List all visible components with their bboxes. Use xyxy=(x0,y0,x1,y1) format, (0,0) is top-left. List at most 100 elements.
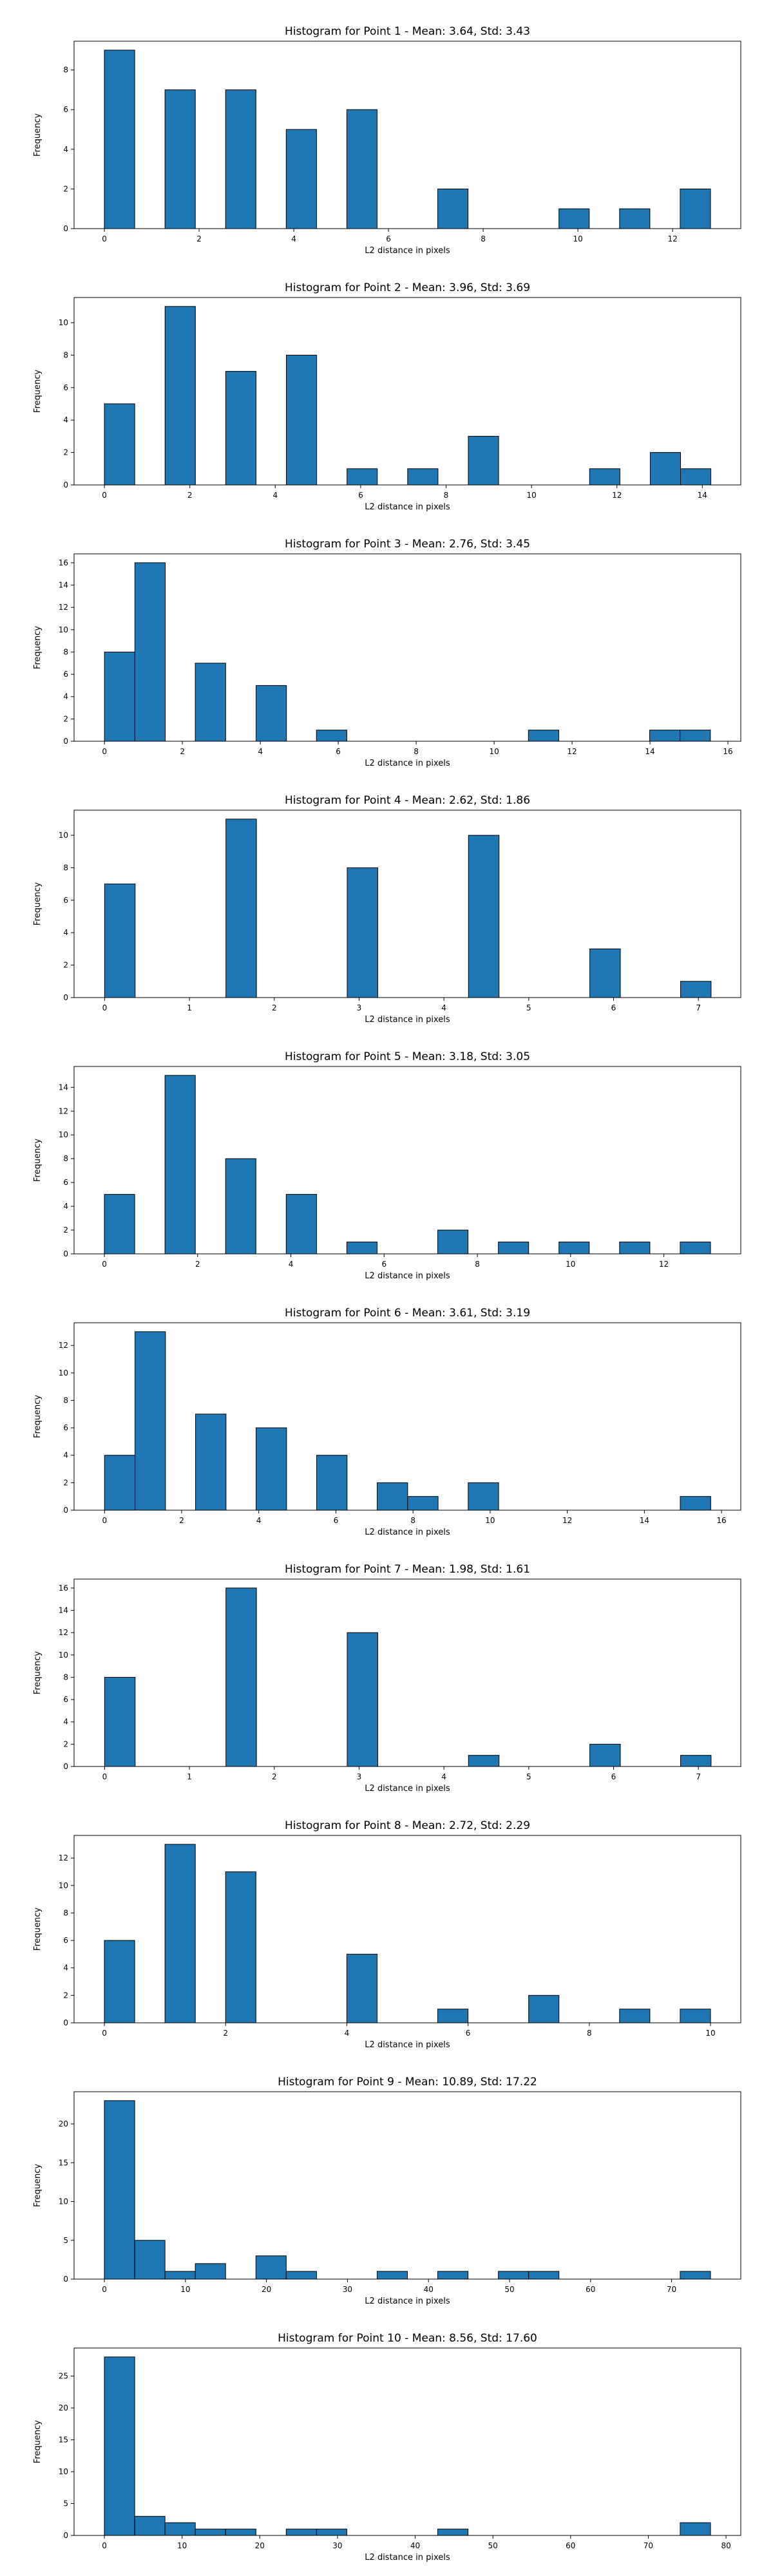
y-tick-label: 6 xyxy=(63,670,68,679)
x-tick-label: 5 xyxy=(526,1772,531,1781)
histogram-bar xyxy=(437,2009,469,2023)
x-tick-label: 20 xyxy=(262,2285,271,2294)
histogram-bar xyxy=(285,2271,317,2280)
x-axis-label: L2 distance in pixels xyxy=(365,2040,450,2050)
x-tick-label: 10 xyxy=(177,2541,187,2550)
histogram-bar xyxy=(347,867,378,998)
histogram-bar xyxy=(104,1455,136,1511)
x-tick-label: 2 xyxy=(272,1003,277,1012)
histogram-panel: Histogram for Point 9 - Mean: 10.89, Std… xyxy=(33,2076,741,2306)
x-tick-label: 6 xyxy=(611,1003,616,1012)
y-tick-label: 0 xyxy=(63,480,68,489)
x-tick-label: 2 xyxy=(187,491,193,500)
x-tick-label: 0 xyxy=(102,2029,107,2038)
y-tick-label: 4 xyxy=(63,928,68,937)
x-tick-label: 80 xyxy=(721,2541,730,2550)
y-tick-label: 10 xyxy=(59,1651,68,1660)
histogram-bar xyxy=(680,2522,711,2536)
histogram-bar xyxy=(285,1194,317,1255)
plot-frame xyxy=(73,297,741,486)
histogram-bar xyxy=(680,2271,711,2280)
x-tick-label: 0 xyxy=(102,1003,108,1012)
y-tick-label: 2 xyxy=(63,448,68,457)
x-tick-label: 6 xyxy=(466,2029,471,2038)
histogram-bar xyxy=(558,208,590,229)
y-tick-label: 15 xyxy=(59,2158,68,2167)
histogram-bar xyxy=(680,1242,711,1255)
histogram-bar xyxy=(195,663,226,742)
histogram-panel: Histogram for Point 1 - Mean: 3.64, Std:… xyxy=(33,25,741,256)
x-tick-label: 30 xyxy=(332,2541,342,2550)
y-tick-label: 0 xyxy=(63,2018,68,2027)
y-tick-label: 2 xyxy=(63,1991,68,2000)
histogram-bar xyxy=(407,468,439,486)
plot-frame xyxy=(73,1322,741,1511)
histogram-bar xyxy=(225,2528,256,2536)
histogram-bar xyxy=(255,2255,287,2280)
x-tick-label: 60 xyxy=(566,2541,575,2550)
x-tick-label: 4 xyxy=(441,1003,446,1012)
x-tick-label: 8 xyxy=(475,1260,480,1269)
y-tick-label: 0 xyxy=(63,2275,68,2284)
histogram-bar xyxy=(104,2356,135,2536)
x-tick-label: 10 xyxy=(566,1260,575,1269)
y-tick-label: 4 xyxy=(63,415,68,424)
histogram-bar xyxy=(437,188,469,229)
y-tick-label: 0 xyxy=(63,1762,68,1771)
chart-title: Histogram for Point 6 - Mean: 3.61, Std:… xyxy=(285,1307,530,1320)
y-axis-label: Frequency xyxy=(33,1908,43,1951)
y-tick-label: 4 xyxy=(63,1202,68,1211)
x-tick-label: 1 xyxy=(187,1772,192,1781)
y-tick-label: 0 xyxy=(63,2531,68,2540)
histogram-bar xyxy=(346,1242,377,1255)
histogram-bar xyxy=(316,730,347,742)
plot-frame xyxy=(73,1578,741,1767)
histogram-bar xyxy=(649,452,682,486)
x-tick-label: 2 xyxy=(195,1260,200,1269)
y-tick-label: 0 xyxy=(63,1249,68,1258)
x-tick-label: 14 xyxy=(640,1516,649,1525)
x-tick-label: 4 xyxy=(258,747,263,756)
histogram-bar xyxy=(589,468,620,486)
x-tick-label: 2 xyxy=(179,1516,184,1525)
y-tick-label: 6 xyxy=(63,896,68,905)
x-tick-label: 6 xyxy=(358,491,363,500)
histogram-bar xyxy=(437,1229,469,1255)
histogram-bar xyxy=(498,2271,530,2280)
y-tick-label: 10 xyxy=(59,1130,68,1139)
plot-frame xyxy=(73,1066,741,1255)
y-tick-label: 25 xyxy=(59,2372,68,2381)
y-tick-label: 12 xyxy=(59,1853,68,1862)
chart-title: Histogram for Point 8 - Mean: 2.72, Std:… xyxy=(285,1819,530,1832)
x-tick-label: 70 xyxy=(644,2541,653,2550)
histogram-bar xyxy=(225,371,256,486)
x-tick-label: 4 xyxy=(291,234,296,243)
x-tick-label: 2 xyxy=(180,747,185,756)
y-tick-label: 6 xyxy=(63,1178,68,1187)
histogram-bar xyxy=(225,1587,257,1767)
histogram-bar xyxy=(134,2515,166,2536)
y-tick-label: 12 xyxy=(59,1628,68,1637)
x-tick-label: 7 xyxy=(696,1003,701,1012)
x-axis-label: L2 distance in pixels xyxy=(365,502,450,512)
histogram-bar xyxy=(680,468,712,486)
histogram-panel: Histogram for Point 7 - Mean: 1.98, Std:… xyxy=(33,1563,741,1794)
y-tick-label: 6 xyxy=(63,383,68,392)
histogram-bar xyxy=(680,981,712,998)
y-tick-label: 6 xyxy=(63,1423,68,1432)
histogram-panel: Histogram for Point 2 - Mean: 3.96, Std:… xyxy=(33,281,741,512)
x-tick-label: 4 xyxy=(441,1772,446,1781)
chart-title: Histogram for Point 3 - Mean: 2.76, Std:… xyxy=(285,538,530,551)
histogram-bar xyxy=(528,730,560,742)
x-tick-label: 12 xyxy=(567,747,577,756)
histogram-bar xyxy=(468,435,499,486)
y-tick-label: 4 xyxy=(63,692,68,701)
x-tick-label: 0 xyxy=(102,2285,107,2294)
plot-frame xyxy=(73,1835,741,2023)
histogram-bar xyxy=(376,2271,408,2280)
y-tick-label: 8 xyxy=(63,1396,68,1405)
y-tick-label: 10 xyxy=(59,2197,68,2206)
y-tick-label: 15 xyxy=(59,2436,68,2445)
y-tick-label: 2 xyxy=(63,714,68,723)
